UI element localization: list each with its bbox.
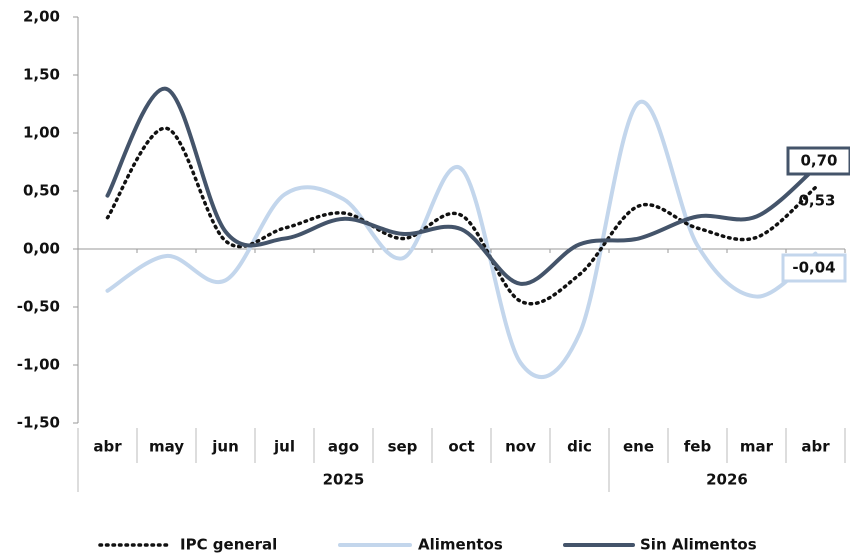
value-label-group: 0,53	[798, 192, 835, 210]
group-label: 2026	[706, 471, 748, 489]
x-tick-label: dic	[567, 438, 592, 456]
x-tick-label: feb	[684, 438, 712, 456]
x-tick-label: nov	[505, 438, 536, 456]
value-label: 0,70	[800, 152, 837, 170]
series-line	[105, 126, 818, 306]
y-tick-label: -1,50	[17, 414, 60, 432]
series-line	[105, 99, 818, 380]
x-tick-label: sep	[388, 438, 418, 456]
x-tick-label: jul	[273, 438, 295, 456]
value-label: 0,53	[798, 192, 835, 210]
value-label-group: -0,04	[781, 253, 847, 283]
y-tick-label: 1,50	[23, 66, 60, 84]
value-label: -0,04	[792, 259, 835, 277]
legend-label: Sin Alimentos	[640, 536, 757, 553]
series-line	[105, 86, 818, 286]
value-label-group: 0,70	[786, 146, 850, 176]
x-tick-label: oct	[448, 438, 474, 456]
x-tick-label: mar	[740, 438, 774, 456]
x-tick-label: abr	[801, 438, 830, 456]
x-tick-label: ene	[623, 438, 654, 456]
y-tick-label: 1,00	[23, 124, 60, 142]
x-tick-label: jun	[211, 438, 239, 456]
y-tick-label: 0,50	[23, 182, 60, 200]
y-tick-label: 0,00	[23, 240, 60, 258]
x-tick-label: ago	[328, 438, 359, 456]
y-tick-label: -0,50	[17, 298, 60, 316]
value-label-box	[781, 253, 847, 283]
legend-label: IPC general	[180, 536, 277, 553]
y-tick-label: -1,00	[17, 356, 60, 374]
y-tick-label: 2,00	[23, 8, 60, 26]
value-label-box	[786, 146, 850, 176]
group-label: 2025	[323, 471, 365, 489]
legend-label: Alimentos	[418, 536, 503, 553]
x-tick-label: abr	[93, 438, 122, 456]
x-tick-label: may	[149, 438, 184, 456]
